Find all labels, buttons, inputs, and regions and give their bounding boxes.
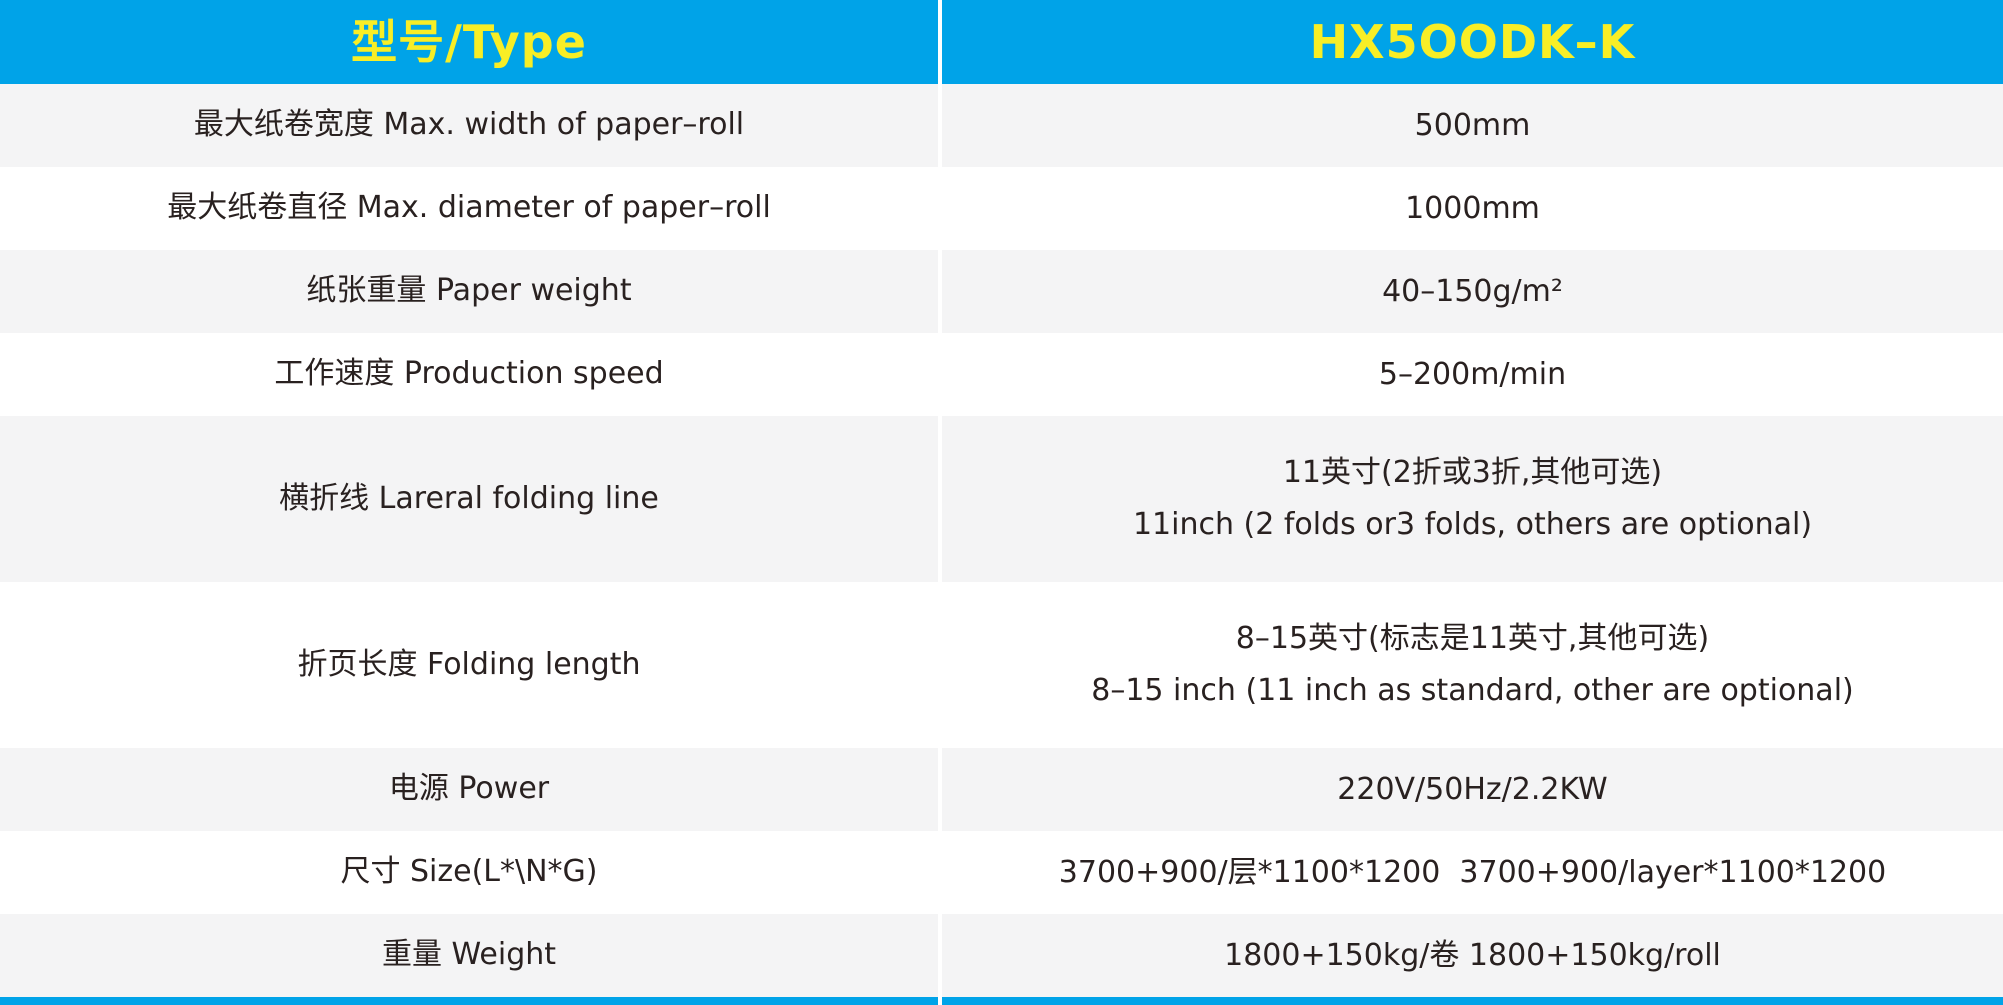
table-row: 工作速度 Production speed 5–200m/min <box>0 333 2003 416</box>
spec-label-cell: 折页长度 Folding length <box>0 582 938 748</box>
table-row: 最大纸卷直径 Max. diameter of paper–roll 1000m… <box>0 167 2003 250</box>
spec-value-cell: 40–150g/m² <box>942 250 2003 333</box>
header-model-label: HX5OODK–K <box>1309 14 1636 69</box>
column-divider <box>938 748 942 831</box>
column-divider <box>938 582 942 748</box>
spec-value-line1: 1000mm <box>1405 190 1540 226</box>
spec-value-cell: 8–15英寸(标志是11英寸,其他可选) 8–15 inch (11 inch … <box>942 582 2003 748</box>
spec-value-cell: 5–200m/min <box>942 333 2003 416</box>
spec-value-line2: 8–15 inch (11 inch as standard, other ar… <box>1091 673 1854 708</box>
spec-label: 纸张重量 Paper weight <box>306 273 632 309</box>
spec-label: 最大纸卷直径 Max. diameter of paper–roll <box>167 190 771 226</box>
spec-value-line1: 5–200m/min <box>1378 356 1567 392</box>
spec-value-line1: 3700+900/层*1100*1200 3700+900/layer*1100… <box>1058 854 1887 890</box>
spec-value-cell: 11英寸(2折或3折,其他可选) 11inch (2 folds or3 fol… <box>942 416 2003 582</box>
spec-value-line1: 11英寸(2折或3折,其他可选) <box>1282 455 1663 490</box>
table-row: 横折线 Lareral folding line 11英寸(2折或3折,其他可选… <box>0 416 2003 582</box>
spec-value-cell: 3700+900/层*1100*1200 3700+900/layer*1100… <box>942 831 2003 914</box>
column-divider <box>938 0 942 84</box>
column-divider <box>938 914 942 997</box>
spec-value-line1: 500mm <box>1414 107 1531 143</box>
spec-value-line1: 40–150g/m² <box>1382 273 1563 309</box>
column-divider <box>938 416 942 582</box>
spec-value-cell: 500mm <box>942 84 2003 167</box>
spec-label: 工作速度 Production speed <box>274 356 664 392</box>
spec-label-cell: 重量 Weight <box>0 914 938 997</box>
table-row: 电源 Power 220V/50Hz/2.2KW <box>0 748 2003 831</box>
spec-label: 重量 Weight <box>381 937 557 973</box>
spec-label: 横折线 Lareral folding line <box>279 480 659 516</box>
header-model-cell: HX5OODK–K <box>942 0 2003 84</box>
spec-label: 最大纸卷宽度 Max. width of paper–roll <box>193 107 745 143</box>
spec-label: 折页长度 Folding length <box>297 646 641 682</box>
spec-label-cell: 最大纸卷直径 Max. diameter of paper–roll <box>0 167 938 250</box>
table-row: 纸张重量 Paper weight 40–150g/m² <box>0 250 2003 333</box>
column-divider <box>938 831 942 914</box>
spec-label-cell: 横折线 Lareral folding line <box>0 416 938 582</box>
column-divider <box>938 250 942 333</box>
spec-value-cell: 1800+150kg/卷 1800+150kg/roll <box>942 914 2003 997</box>
spec-value-line1: 1800+150kg/卷 1800+150kg/roll <box>1224 937 1721 973</box>
header-type-label: 型号/Type <box>351 14 587 69</box>
spec-label-cell: 电源 Power <box>0 748 938 831</box>
column-divider <box>938 167 942 250</box>
spec-label-cell: 工作速度 Production speed <box>0 333 938 416</box>
spec-label-cell: 尺寸 Size(L*\N*G) <box>0 831 938 914</box>
spec-label: 尺寸 Size(L*\N*G) <box>340 854 598 890</box>
spec-value-line2: 11inch (2 folds or3 folds, others are op… <box>1132 507 1813 542</box>
table-row: 重量 Weight 1800+150kg/卷 1800+150kg/roll <box>0 914 2003 997</box>
header-type-cell: 型号/Type <box>0 0 938 84</box>
column-divider <box>938 333 942 416</box>
spec-value-cell: 1000mm <box>942 167 2003 250</box>
spec-value-line1: 8–15英寸(标志是11英寸,其他可选) <box>1235 621 1710 656</box>
column-divider <box>938 84 942 167</box>
spec-value-cell: 220V/50Hz/2.2KW <box>942 748 2003 831</box>
table-header-row: 型号/Type HX5OODK–K <box>0 0 2003 84</box>
spec-label: 电源 Power <box>388 771 550 807</box>
bottom-border-left <box>0 997 938 1005</box>
spec-value-line1: 220V/50Hz/2.2KW <box>1337 771 1608 807</box>
spec-label-cell: 最大纸卷宽度 Max. width of paper–roll <box>0 84 938 167</box>
column-divider <box>938 997 942 1005</box>
spec-label-cell: 纸张重量 Paper weight <box>0 250 938 333</box>
table-row: 折页长度 Folding length 8–15英寸(标志是11英寸,其他可选)… <box>0 582 2003 748</box>
table-bottom-border <box>0 997 2003 1005</box>
table-row: 尺寸 Size(L*\N*G) 3700+900/层*1100*1200 370… <box>0 831 2003 914</box>
table-row: 最大纸卷宽度 Max. width of paper–roll 500mm <box>0 84 2003 167</box>
bottom-border-right <box>942 997 2003 1005</box>
